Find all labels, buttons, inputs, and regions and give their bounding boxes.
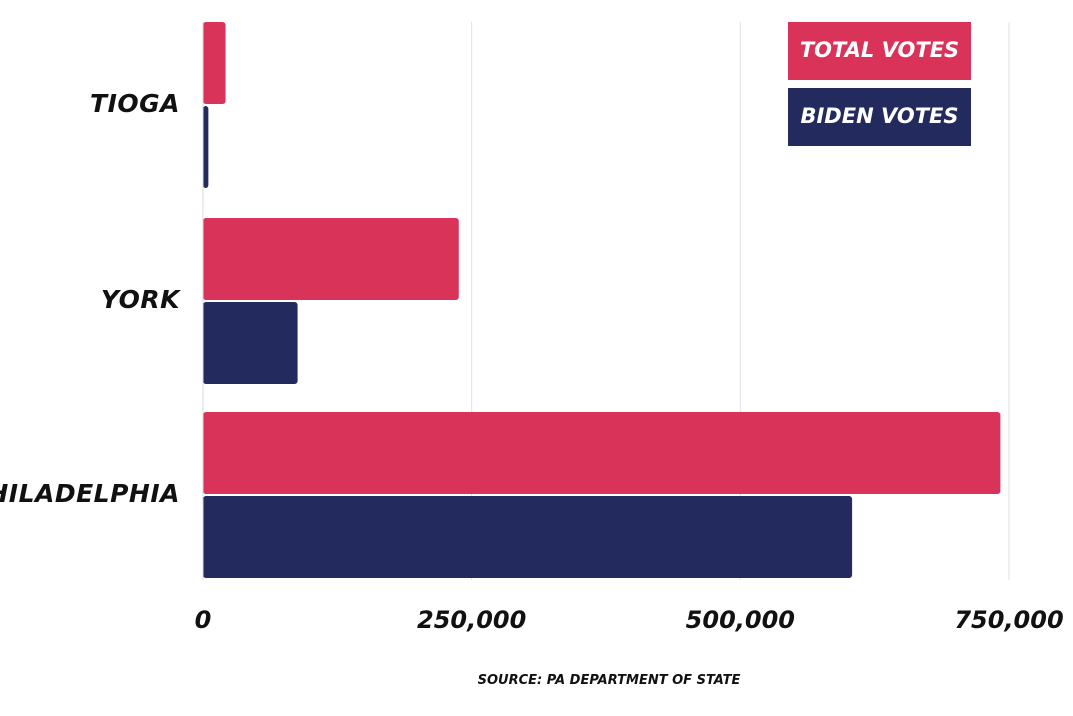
- bar-biden-votes-tioga: [203, 106, 209, 188]
- bar-total-votes-philadelphia: [203, 412, 1001, 494]
- x-tick-label: 250,000: [417, 606, 526, 634]
- bar-biden-votes-philadelphia: [203, 496, 853, 578]
- legend: TOTAL VOTES BIDEN VOTES: [788, 22, 971, 146]
- category-label: YORK: [101, 285, 181, 314]
- legend-label-total-votes: TOTAL VOTES: [800, 38, 959, 62]
- source-note: SOURCE: PA DEPARTMENT OF STATE: [478, 673, 741, 688]
- legend-swatch-biden-votes: [788, 88, 971, 146]
- x-tick-label: 0: [195, 606, 212, 634]
- x-tick-label: 500,000: [686, 606, 795, 634]
- legend-label-biden-votes: BIDEN VOTES: [800, 104, 958, 128]
- x-tick-label: 750,000: [954, 606, 1063, 634]
- bar-total-votes-tioga: [203, 22, 226, 104]
- bar-biden-votes-york: [203, 302, 298, 384]
- category-label: PHILADELPHIA: [0, 479, 180, 508]
- bar-total-votes-york: [203, 218, 459, 300]
- x-tick-labels: 0 250,000 500,000 750,000: [195, 606, 1064, 634]
- legend-swatch-total-votes: [788, 22, 971, 80]
- category-labels: TIOGA YORK PHILADELPHIA: [0, 89, 181, 508]
- category-label: TIOGA: [90, 89, 180, 118]
- bars: [203, 22, 1001, 578]
